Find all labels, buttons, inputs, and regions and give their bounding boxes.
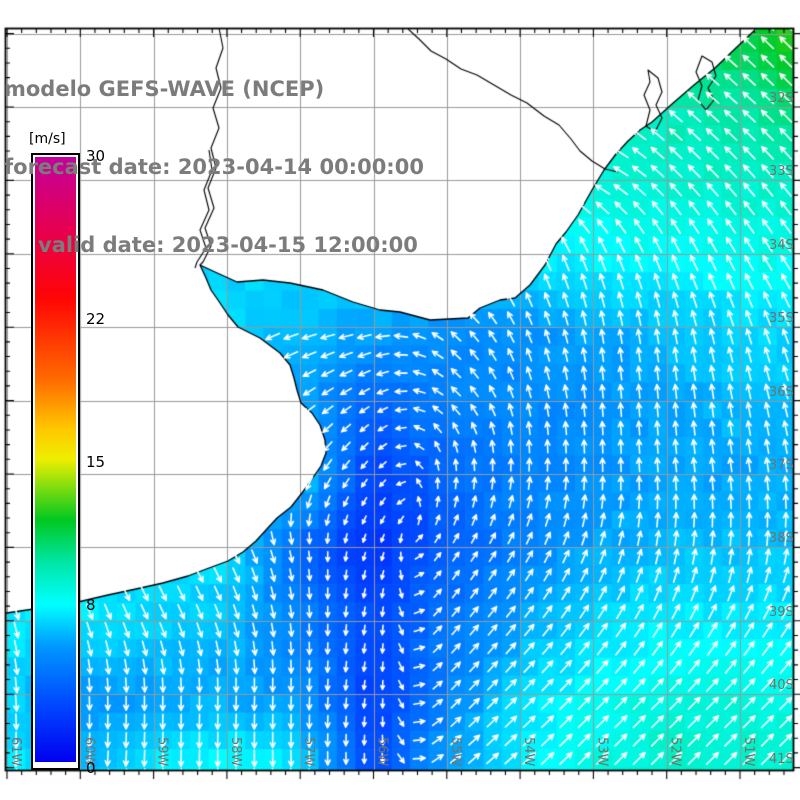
lat-label-36S: 36S xyxy=(769,385,794,400)
colorbar-unit-label: [m/s] xyxy=(29,131,66,147)
model-title: modelo GEFS-WAVE (NCEP) xyxy=(4,77,325,101)
forecast-date-label: forecast date: 2023-04-14 00:00:00 xyxy=(4,155,424,179)
lon-label-59W: 59W xyxy=(154,737,170,767)
lon-label-51W: 51W xyxy=(741,737,756,767)
lat-label-41S: 41S xyxy=(769,752,794,767)
lon-label-53W: 53W xyxy=(594,737,610,767)
colorbar-tick-30: 30 xyxy=(86,147,106,165)
colorbar-tick-0: 0 xyxy=(86,759,96,777)
lon-label-54W: 54W xyxy=(521,737,537,767)
lon-label-58W: 58W xyxy=(227,737,243,767)
lon-label-55W: 55W xyxy=(447,737,463,767)
lon-label-56W: 56W xyxy=(374,737,390,767)
lat-label-35S: 35S xyxy=(769,311,794,326)
colorbar xyxy=(31,153,80,770)
colorbar-tick-15: 15 xyxy=(86,453,106,471)
lat-label-40S: 40S xyxy=(769,678,794,693)
plot-title-block: modelo GEFS-WAVE (NCEP) forecast date: 2… xyxy=(4,24,424,310)
colorbar-gradient xyxy=(35,157,76,762)
colorbar-tick-22: 22 xyxy=(86,310,106,328)
lon-label-61W: 61W xyxy=(8,737,23,767)
lat-label-34S: 34S xyxy=(769,238,794,253)
colorbar-tick-8: 8 xyxy=(86,596,96,614)
lon-label-57W: 57W xyxy=(301,737,317,767)
lat-label-38S: 38S xyxy=(769,531,794,546)
valid-date-label: valid date: 2023-04-15 12:00:00 xyxy=(38,233,418,257)
lat-label-33S: 33S xyxy=(769,164,794,179)
lat-label-37S: 37S xyxy=(769,458,794,473)
lon-label-52W: 52W xyxy=(667,737,683,767)
lat-label-39S: 39S xyxy=(769,605,794,620)
lat-label-32S: 32S xyxy=(769,91,794,106)
